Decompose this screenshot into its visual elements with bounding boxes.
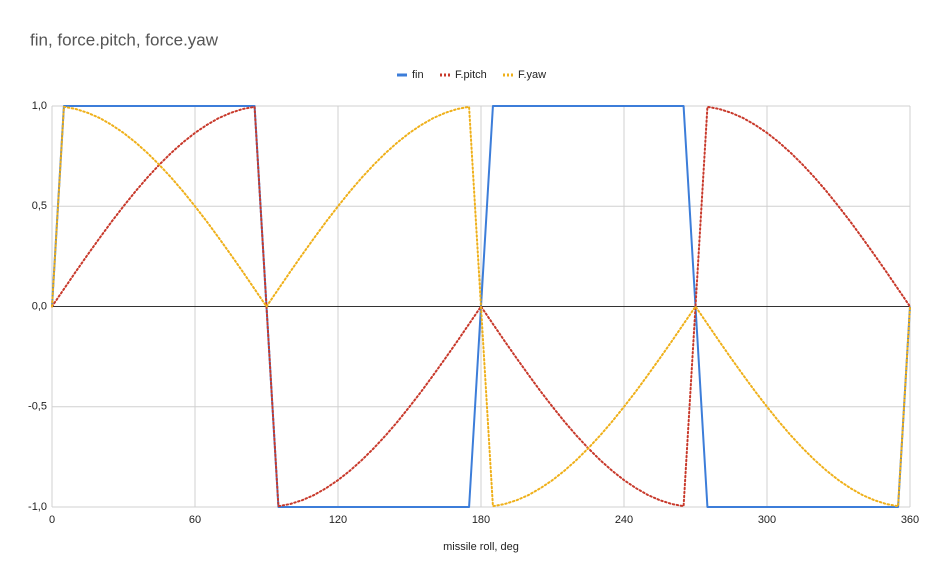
legend-label: fin xyxy=(412,69,424,81)
x-tick-label: 0 xyxy=(49,514,55,526)
legend-label: F.pitch xyxy=(455,69,487,81)
y-tick-label: -0,5 xyxy=(28,401,47,413)
chart-title: fin, force.pitch, force.yaw xyxy=(30,30,219,49)
x-tick-label: 180 xyxy=(472,514,490,526)
x-tick-label: 120 xyxy=(329,514,347,526)
y-tick-label: 0,0 xyxy=(32,300,47,312)
x-tick-label: 300 xyxy=(758,514,776,526)
legend-label: F.yaw xyxy=(518,69,546,81)
x-tick-label: 60 xyxy=(189,514,201,526)
y-tick-label: -1,0 xyxy=(28,501,47,513)
x-tick-label: 240 xyxy=(615,514,633,526)
x-axis-label: missile roll, deg xyxy=(443,541,519,553)
y-tick-label: 0,5 xyxy=(32,200,47,212)
x-tick-label: 360 xyxy=(901,514,919,526)
y-tick-label: 1,0 xyxy=(32,100,47,112)
data-line xyxy=(51,105,911,508)
